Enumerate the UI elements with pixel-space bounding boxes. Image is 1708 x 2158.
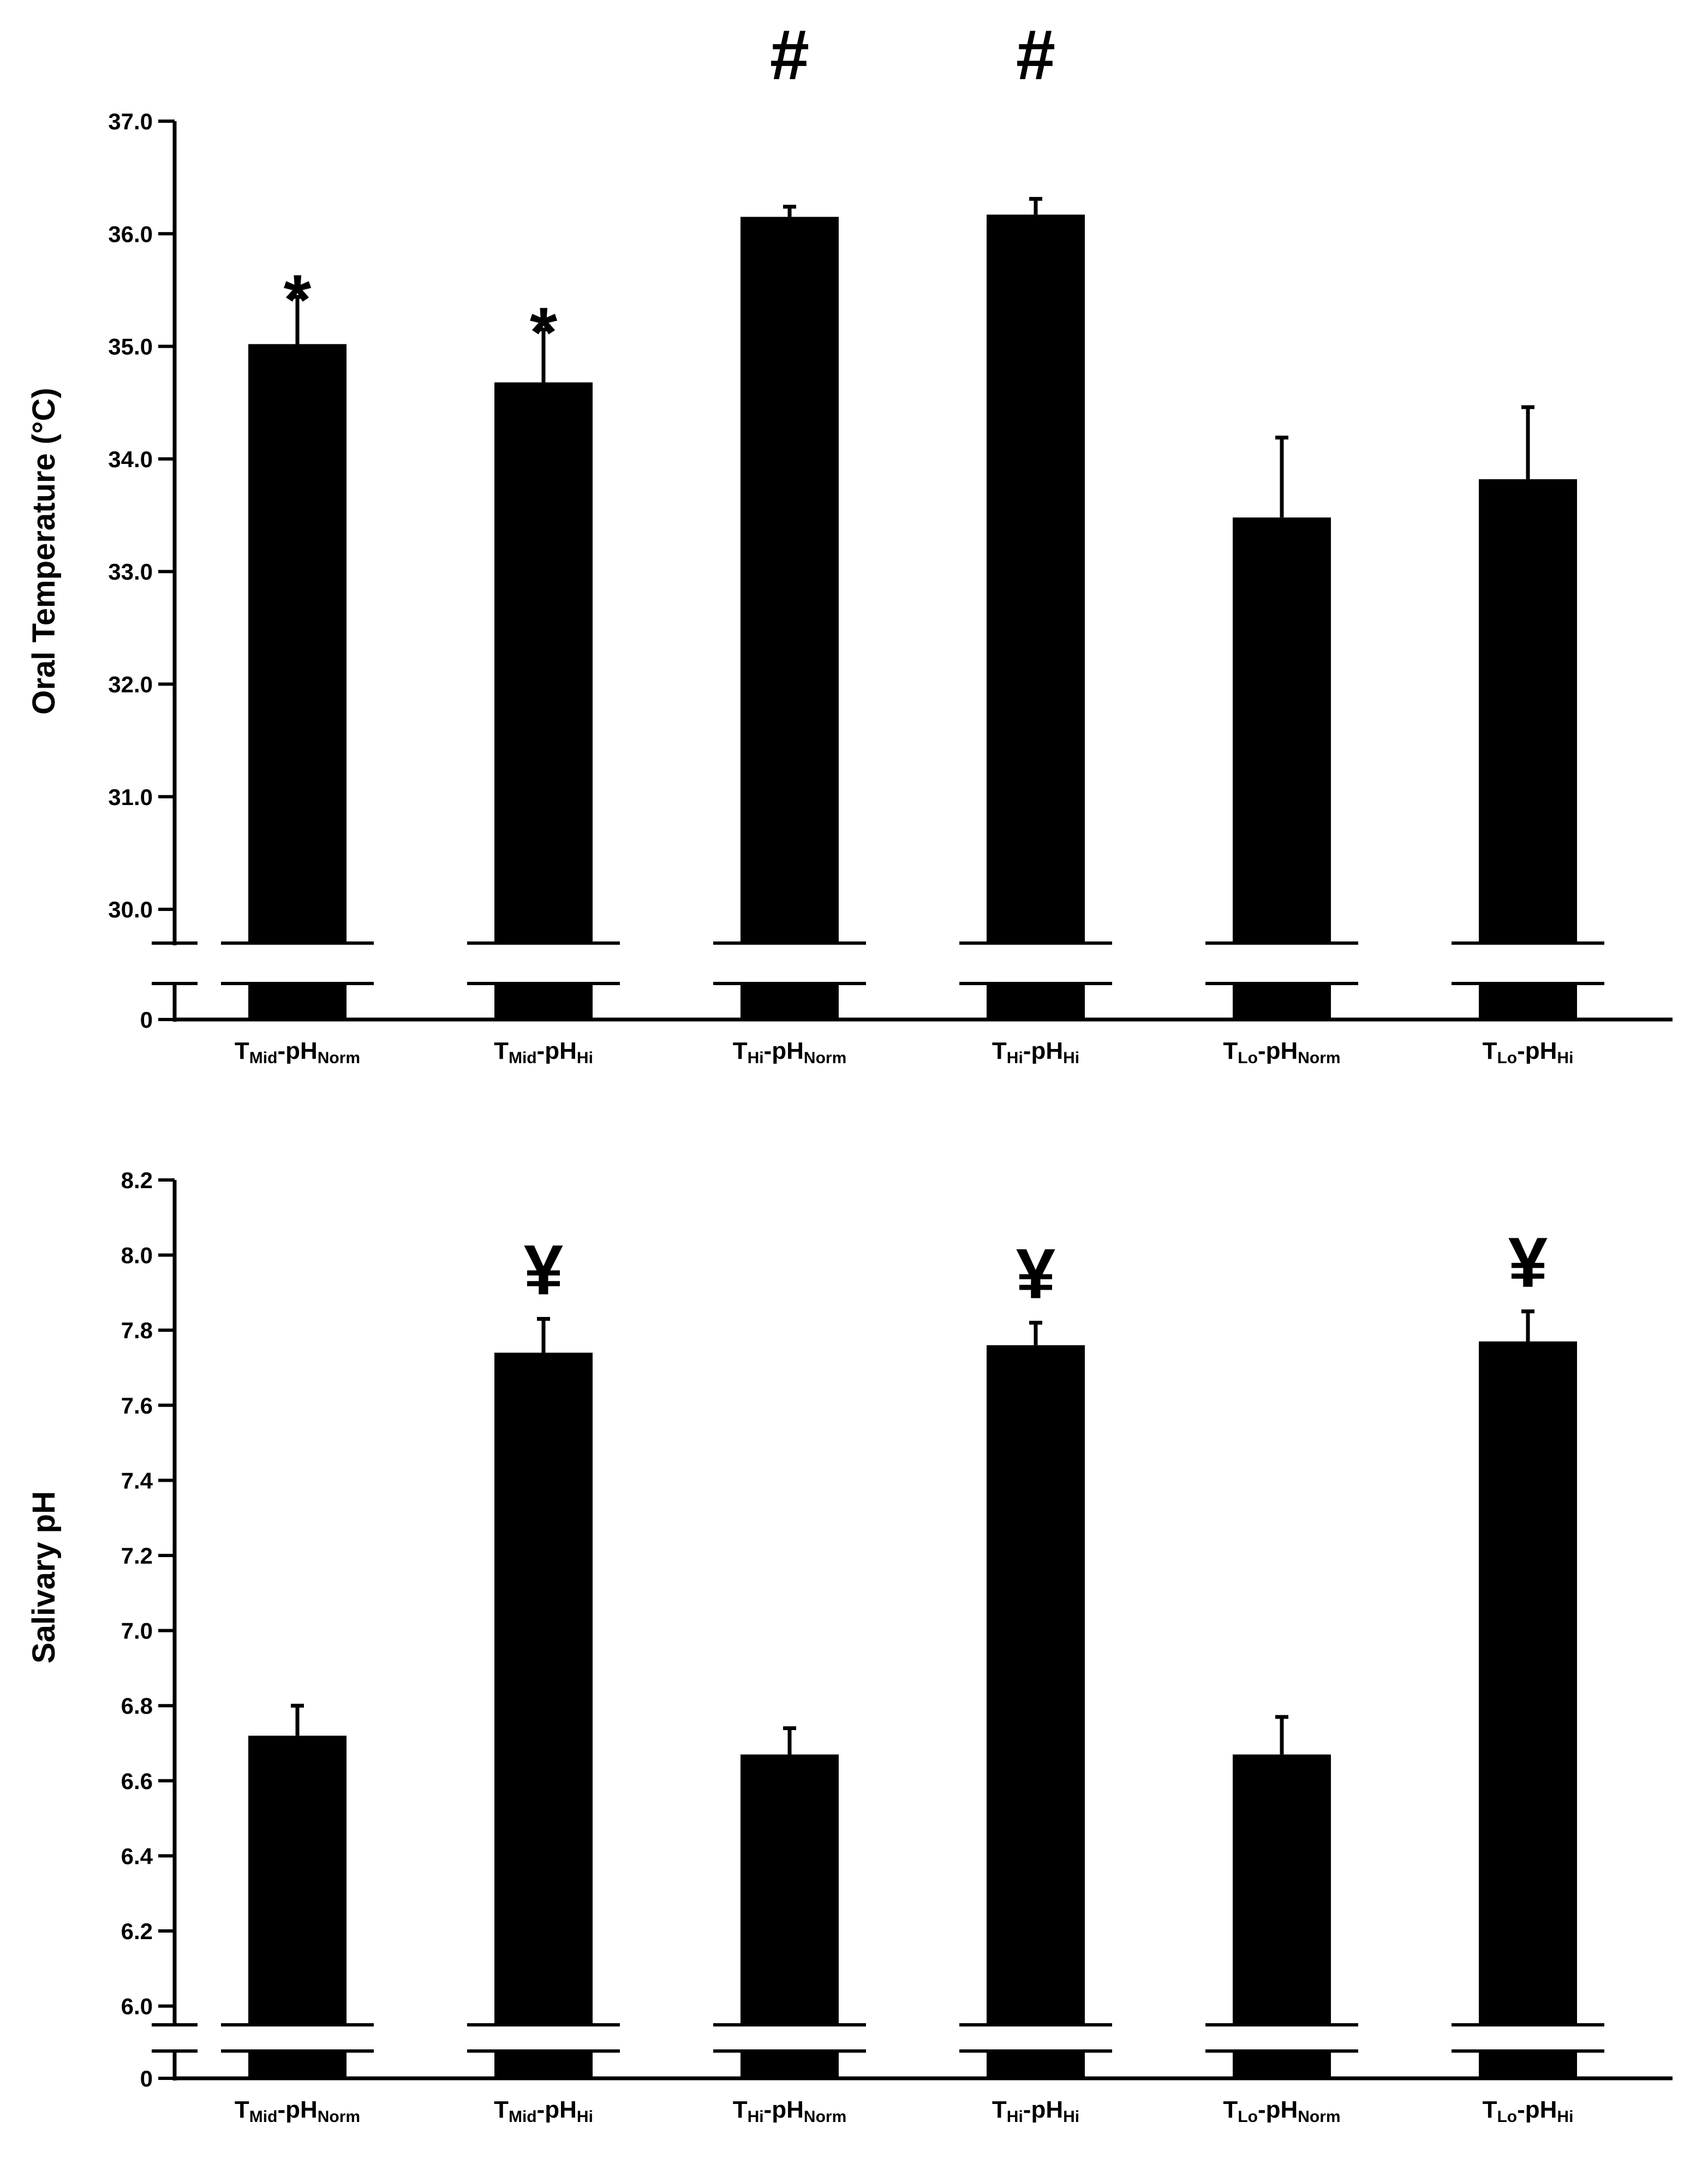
x-tick-label: TLo-pHNorm bbox=[1223, 2096, 1340, 2126]
y-tick-label: 33.0 bbox=[108, 559, 153, 585]
bar-group: ¥ bbox=[959, 1233, 1112, 2078]
y-tick-label: 31.0 bbox=[108, 784, 153, 810]
bar bbox=[987, 214, 1085, 944]
x-tick-label: THi-pHNorm bbox=[733, 1038, 847, 1067]
y-tick-label: 6.4 bbox=[121, 1843, 153, 1869]
y-axis bbox=[172, 121, 1673, 1022]
bar-group: * bbox=[467, 293, 620, 1020]
y-ticks: 0 6.0 6.2 6.4 6.6 6.8 7.0 7.2 7.4 7.6 7.8 8.0 8.2 bbox=[121, 1167, 175, 2091]
bar bbox=[248, 344, 347, 943]
y-tick-label: 30.0 bbox=[108, 897, 153, 922]
significance-marker: ¥ bbox=[1016, 1233, 1055, 1313]
y-tick-label: 37.0 bbox=[108, 109, 153, 134]
significance-marker: * bbox=[284, 260, 312, 339]
bar-group bbox=[1205, 1715, 1358, 2078]
bar-group: # bbox=[959, 15, 1112, 1020]
x-tick-labels: TMid-pHNorm TMid-pHHi THi-pHNorm THi-pHHi TL… bbox=[235, 2096, 1574, 2126]
bar-group bbox=[713, 1726, 866, 2078]
bar-stub bbox=[248, 983, 347, 1020]
bar bbox=[1233, 1754, 1331, 2025]
y-tick-label: 7.4 bbox=[121, 1468, 153, 1493]
significance-marker: * bbox=[530, 293, 558, 372]
bar-group: ¥ bbox=[467, 1230, 620, 2078]
y-tick-label: 6.8 bbox=[121, 1693, 153, 1719]
bar bbox=[1479, 1341, 1577, 2025]
bar-group: * bbox=[221, 260, 374, 1020]
x-tick-label: TLo-pHHi bbox=[1483, 1038, 1574, 1067]
bar bbox=[494, 1352, 593, 2025]
bar-group: ¥ bbox=[1452, 1223, 1604, 2078]
x-tick-label: TMid-pHNorm bbox=[235, 1038, 360, 1067]
bar-stub bbox=[1233, 983, 1331, 1020]
y-ticks: 0 30.0 31.0 32.0 33.0 34.0 35.0 36.0 37.0 bbox=[108, 109, 175, 1033]
bar-stub bbox=[494, 983, 593, 1020]
y-tick-label: 6.6 bbox=[121, 1768, 153, 1794]
y-tick-label: 6.0 bbox=[121, 1994, 153, 2019]
bar bbox=[740, 1754, 839, 2025]
y-tick-label: 35.0 bbox=[108, 334, 153, 360]
oral-temperature-chart: Oral Temperature (°C) 0 30.0 31.0 32.0 33.0 3… bbox=[26, 15, 1673, 1067]
bar bbox=[1233, 517, 1331, 943]
y-tick-label: 8.2 bbox=[121, 1167, 153, 1193]
bar-stub bbox=[740, 2051, 839, 2078]
bar-group bbox=[1452, 405, 1604, 1020]
x-tick-label: THi-pHHi bbox=[992, 1038, 1079, 1067]
x-tick-label: TMid-pHHi bbox=[494, 1038, 593, 1067]
bars: ¥ ¥ ¥ bbox=[221, 1223, 1604, 2078]
y-tick-label: 7.6 bbox=[121, 1393, 153, 1418]
y-axis-label: Oral Temperature (°C) bbox=[26, 388, 62, 714]
y-tick-label: 0 bbox=[140, 2066, 153, 2091]
x-tick-label: THi-pHHi bbox=[992, 2096, 1079, 2126]
y-tick-label: 6.2 bbox=[121, 1918, 153, 1944]
bar bbox=[494, 382, 593, 944]
bar-group bbox=[1205, 436, 1358, 1020]
significance-marker: ¥ bbox=[1508, 1223, 1548, 1302]
x-tick-label: TMid-pHHi bbox=[494, 2096, 593, 2126]
bar-stub bbox=[987, 2051, 1085, 2078]
significance-marker: # bbox=[1016, 15, 1055, 94]
bar-stub bbox=[1479, 2051, 1577, 2078]
bar bbox=[987, 1345, 1085, 2025]
x-tick-label: TLo-pHNorm bbox=[1223, 1038, 1340, 1067]
y-axis bbox=[172, 1180, 1673, 2080]
y-tick-label: 32.0 bbox=[108, 672, 153, 698]
bar-stub bbox=[1233, 2051, 1331, 2078]
x-tick-labels: TMid-pHNorm TMid-pHHi THi-pHNorm THi-pHHi TL… bbox=[235, 1038, 1574, 1067]
y-tick-label: 34.0 bbox=[108, 446, 153, 472]
significance-marker: ¥ bbox=[524, 1230, 563, 1310]
bar-group: # bbox=[713, 15, 866, 1020]
bar-stub bbox=[494, 2051, 593, 2078]
x-tick-label: THi-pHNorm bbox=[733, 2096, 847, 2126]
y-tick-label: 7.2 bbox=[121, 1543, 153, 1569]
y-tick-label: 7.8 bbox=[121, 1318, 153, 1343]
salivary-ph-chart: Salivary pH 0 6.0 6.2 6.4 6.6 6.8 7.0 7.2 7.4 7.6… bbox=[26, 1167, 1673, 2126]
axis-break-marks bbox=[152, 2023, 198, 2053]
y-tick-label: 36.0 bbox=[108, 221, 153, 247]
bar bbox=[740, 217, 839, 943]
bars: * * # # bbox=[221, 15, 1604, 1020]
y-tick-label: 7.0 bbox=[121, 1618, 153, 1644]
x-tick-label: TMid-pHNorm bbox=[235, 2096, 360, 2126]
bar bbox=[1479, 479, 1577, 943]
axis-break-marks bbox=[152, 941, 198, 985]
bar-stub bbox=[987, 983, 1085, 1020]
bar-stub bbox=[740, 983, 839, 1020]
bar-stub bbox=[1479, 983, 1577, 1020]
significance-marker: # bbox=[770, 15, 809, 94]
y-tick-label: 8.0 bbox=[121, 1243, 153, 1268]
y-axis-label: Salivary pH bbox=[26, 1491, 62, 1664]
bar-stub bbox=[248, 2051, 347, 2078]
bar-group bbox=[221, 1703, 374, 2078]
y-tick-label: 0 bbox=[140, 1007, 153, 1033]
bar bbox=[248, 1736, 347, 2025]
x-tick-label: TLo-pHHi bbox=[1483, 2096, 1574, 2126]
